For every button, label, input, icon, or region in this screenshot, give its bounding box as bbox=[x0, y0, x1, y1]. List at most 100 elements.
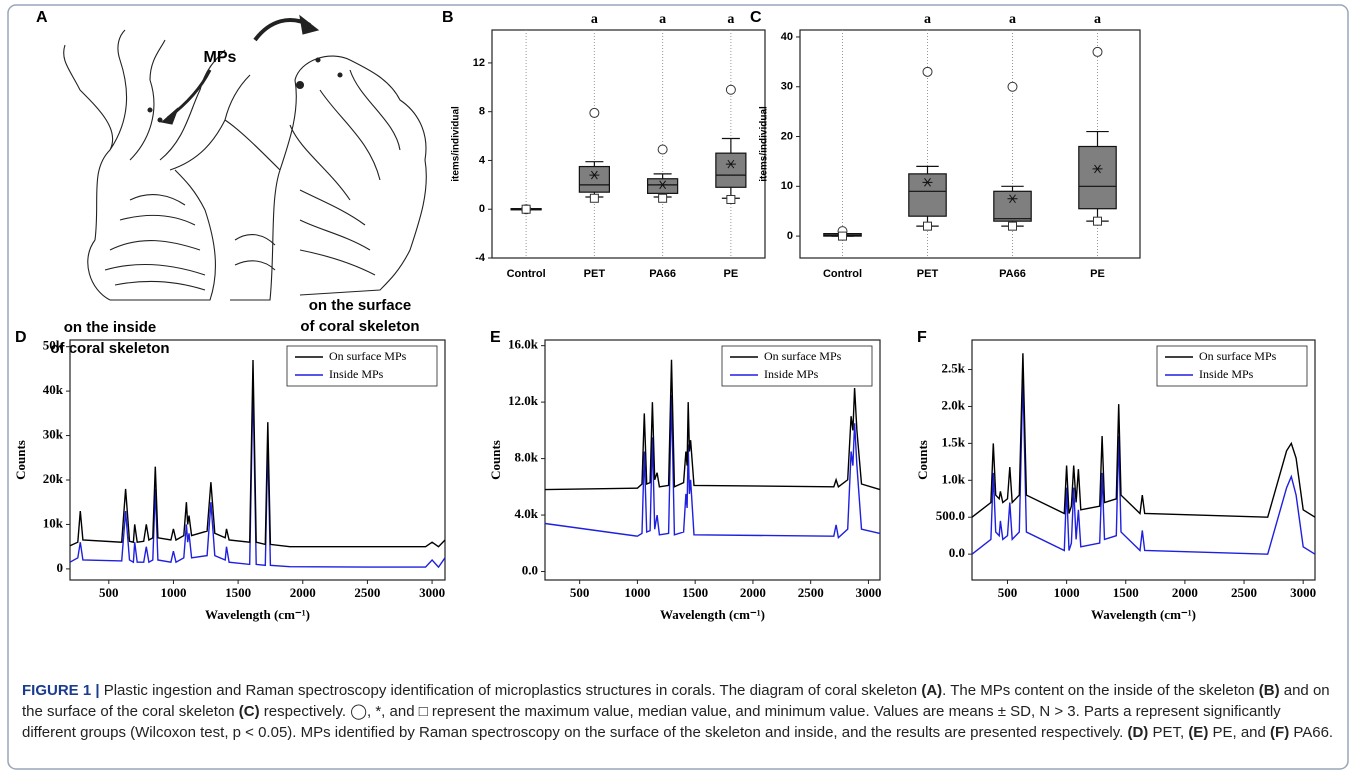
min-marker bbox=[658, 193, 668, 203]
panel-label: E bbox=[490, 329, 501, 346]
legend-box bbox=[721, 345, 873, 387]
x-tick-label: 2500 bbox=[1231, 585, 1257, 600]
max-marker bbox=[657, 144, 668, 155]
y-tick-label: 0 bbox=[479, 203, 485, 215]
legend-label: Inside MPs bbox=[764, 367, 819, 381]
y-tick-label: 30 bbox=[781, 81, 793, 93]
inside-label: of coral skeleton bbox=[50, 340, 169, 357]
x-tick-label: 1500 bbox=[682, 585, 708, 600]
surface-label: on the surface bbox=[309, 297, 412, 314]
x-tick-label: 3000 bbox=[1290, 585, 1316, 600]
min-marker bbox=[1093, 216, 1102, 226]
surface-label: of coral skeleton bbox=[300, 318, 419, 335]
y-tick-label: 20 bbox=[781, 130, 793, 142]
y-tick-label: 16.0k bbox=[508, 337, 539, 352]
mp-dot bbox=[337, 72, 343, 78]
x-tick-label: Control bbox=[507, 268, 546, 280]
spectrum-line bbox=[971, 353, 1316, 518]
significance-label: a bbox=[591, 12, 598, 27]
caption-text: (F) bbox=[1270, 724, 1290, 741]
x-tick-label: PA66 bbox=[999, 268, 1026, 280]
min-marker bbox=[521, 204, 531, 214]
y-tick-label: 2.5k bbox=[942, 361, 966, 376]
y-tick-label: 4 bbox=[479, 154, 486, 166]
caption-text: PE, and bbox=[1208, 724, 1271, 741]
mean-marker bbox=[589, 170, 600, 180]
mp-dot bbox=[315, 57, 321, 63]
x-axis-label: Wavelength (cm⁻¹) bbox=[1091, 607, 1196, 622]
mean-marker bbox=[1007, 194, 1018, 204]
panel-label: C bbox=[750, 9, 762, 26]
mp-dot bbox=[295, 80, 305, 90]
y-tick-label: 1.0k bbox=[942, 471, 966, 486]
caption-text: Plastic ingestion and Raman spectroscopy… bbox=[103, 682, 922, 699]
box bbox=[993, 190, 1032, 222]
x-tick-label: Control bbox=[823, 268, 862, 280]
x-axis-label: Wavelength (cm⁻¹) bbox=[660, 607, 765, 622]
coral-surface-outline bbox=[224, 55, 427, 301]
y-tick-label: 30k bbox=[43, 427, 64, 442]
y-tick-label: 10 bbox=[781, 180, 793, 192]
spectrum-line bbox=[544, 395, 881, 539]
y-tick-label: 12 bbox=[473, 57, 485, 69]
min-marker bbox=[838, 231, 847, 241]
coral-inside-outline bbox=[63, 29, 251, 301]
y-tick-label: 0 bbox=[57, 560, 64, 575]
y-axis-label: Counts bbox=[13, 440, 28, 480]
plot-frame bbox=[799, 29, 1141, 259]
y-tick-label: 8.0k bbox=[515, 450, 539, 465]
caption-text: (E) bbox=[1188, 724, 1209, 741]
plot-frame bbox=[971, 339, 1316, 581]
coral-inside-texture bbox=[104, 194, 206, 291]
y-tick-label: 10k bbox=[43, 515, 64, 530]
significance-label: a bbox=[924, 12, 931, 27]
inside-label: on the inside bbox=[64, 319, 157, 336]
y-tick-label: 8 bbox=[479, 106, 485, 118]
y-tick-label: 2.0k bbox=[942, 397, 966, 412]
plot-frame bbox=[69, 339, 446, 581]
y-axis-label: Counts bbox=[915, 440, 930, 480]
y-tick-label: 20k bbox=[43, 471, 64, 486]
mean-marker bbox=[922, 178, 933, 187]
x-tick-label: 1500 bbox=[225, 585, 251, 600]
x-tick-label: PET bbox=[584, 268, 606, 280]
plot-frame bbox=[544, 339, 881, 581]
legend-label: On surface MPs bbox=[1199, 349, 1277, 363]
panel-label: F bbox=[917, 329, 927, 346]
min-marker bbox=[1008, 221, 1017, 231]
coral-diagram bbox=[63, 14, 427, 301]
figure-border bbox=[7, 4, 1349, 770]
legend-label: Inside MPs bbox=[1199, 367, 1254, 381]
y-tick-label: 12.0k bbox=[508, 393, 539, 408]
x-tick-label: 500 bbox=[99, 585, 119, 600]
x-tick-label: 2500 bbox=[798, 585, 824, 600]
y-tick-label: 0 bbox=[787, 230, 793, 242]
caption-text: (B) bbox=[1258, 682, 1280, 699]
mp-dot bbox=[147, 107, 153, 113]
y-tick-label: 0.0 bbox=[522, 563, 538, 578]
y-axis-label: items/individual bbox=[759, 106, 770, 182]
arrowhead-inside bbox=[160, 107, 179, 125]
x-tick-label: 1000 bbox=[1054, 585, 1080, 600]
x-tick-label: PE bbox=[1090, 268, 1105, 280]
x-tick-label: 3000 bbox=[855, 585, 881, 600]
spectrum-line bbox=[69, 382, 446, 569]
x-tick-label: PE bbox=[724, 268, 739, 280]
mean-marker bbox=[725, 159, 736, 169]
x-tick-label: 2000 bbox=[740, 585, 766, 600]
max-marker bbox=[725, 84, 736, 95]
significance-label: a bbox=[727, 12, 734, 27]
legend-label: On surface MPs bbox=[329, 349, 407, 363]
caption-text: (C) bbox=[238, 703, 260, 720]
significance-label: a bbox=[659, 12, 666, 27]
box bbox=[578, 165, 610, 193]
box bbox=[647, 178, 679, 194]
y-tick-label: 500.0 bbox=[936, 508, 965, 523]
max-marker bbox=[922, 66, 933, 77]
spectrum-line bbox=[544, 359, 881, 491]
y-tick-label: 40 bbox=[781, 31, 793, 43]
panel-label: D bbox=[15, 329, 27, 346]
y-tick-label: 1.5k bbox=[942, 434, 966, 449]
